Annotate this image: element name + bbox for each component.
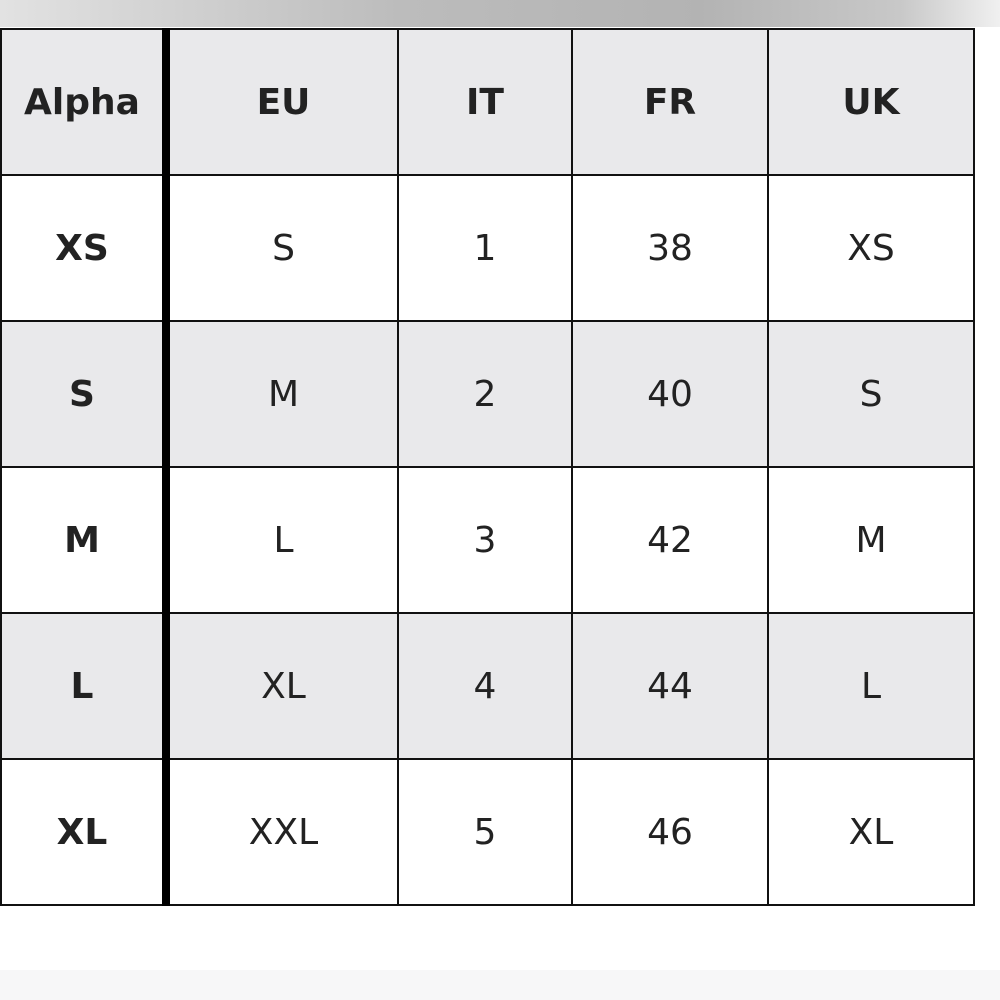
table-cell: 42 [571, 466, 769, 614]
table-row: S M 2 40 S [0, 320, 975, 468]
header-it: IT [397, 28, 573, 176]
table-cell: 1 [397, 174, 573, 322]
table-cell: 3 [397, 466, 573, 614]
table-cell: XS [767, 174, 975, 322]
table-cell: 40 [571, 320, 769, 468]
table-cell: M [165, 320, 399, 468]
table-header-row: Alpha EU IT FR UK [0, 28, 975, 176]
table-row: XL XXL 5 46 XL [0, 758, 975, 906]
row-header-cell: M [0, 466, 170, 614]
table-cell: L [165, 466, 399, 614]
bottom-band [0, 970, 1000, 1000]
table-cell: S [767, 320, 975, 468]
row-header-cell: XL [0, 758, 170, 906]
row-header-cell: XS [0, 174, 170, 322]
table-cell: 44 [571, 612, 769, 760]
table-cell: 38 [571, 174, 769, 322]
row-header-cell: L [0, 612, 170, 760]
size-chart-table: Alpha EU IT FR UK XS S 1 38 XS S M 2 40 S M L 3 42 M L X… [0, 28, 975, 906]
table-row: M L 3 42 M [0, 466, 975, 614]
table-row: L XL 4 44 L [0, 612, 975, 760]
top-shadow-bar [0, 0, 1000, 27]
table-cell: XXL [165, 758, 399, 906]
header-uk: UK [767, 28, 975, 176]
table-cell: 5 [397, 758, 573, 906]
header-fr: FR [571, 28, 769, 176]
table-cell: XL [767, 758, 975, 906]
table-cell: M [767, 466, 975, 614]
table-cell: XL [165, 612, 399, 760]
table-cell: 2 [397, 320, 573, 468]
row-header-cell: S [0, 320, 170, 468]
table-row: XS S 1 38 XS [0, 174, 975, 322]
header-alpha: Alpha [0, 28, 170, 176]
table-cell: 46 [571, 758, 769, 906]
table-cell: L [767, 612, 975, 760]
header-eu: EU [165, 28, 399, 176]
table-cell: 4 [397, 612, 573, 760]
table-cell: S [165, 174, 399, 322]
